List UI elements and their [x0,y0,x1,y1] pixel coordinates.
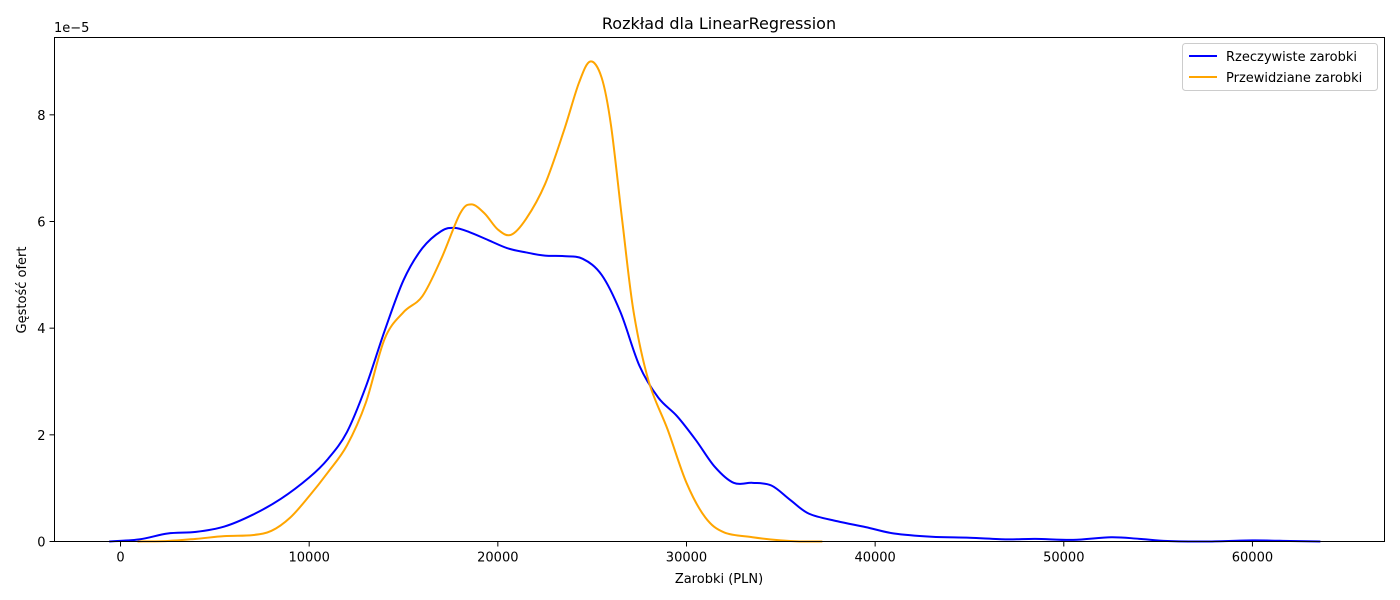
y-tick-label: 2 [37,429,45,444]
series-line-predicted [137,60,823,543]
x-tick-label: 30000 [666,551,707,566]
y-tick-label: 8 [37,109,45,124]
x-tick-label: 0 [116,551,124,566]
y-axis-title: Gęstość ofert [15,247,30,334]
x-axis-title: Zarobki (PLN) [675,572,763,587]
y-tick-label: 6 [37,216,45,231]
x-tick-label: 50000 [1043,551,1084,566]
y-tick-label: 0 [37,536,45,551]
y-tick-label: 4 [37,322,45,337]
x-tick-label: 40000 [854,551,895,566]
ticks-layer: 0 10000 20000 30000 40000 50000 60000 0 2 4 6 8 [37,109,1273,566]
legend-label-actual: Rzeczywiste zarobki [1226,50,1357,65]
legend-box [1182,43,1378,91]
x-tick-label: 60000 [1232,551,1273,566]
x-tick-label: 20000 [477,551,518,566]
y-offset-label: 1e−5 [54,21,89,36]
series-line-actual [109,226,1321,543]
legend: Rzeczywiste zarobki Przewidziane zarobki [1182,43,1378,91]
legend-label-predicted: Przewidziane zarobki [1226,71,1362,86]
chart-title: Rozkład dla LinearRegression [602,14,836,33]
x-tick-label: 10000 [289,551,330,566]
series-layer [109,60,1321,543]
plot-area-frame [54,37,1385,542]
